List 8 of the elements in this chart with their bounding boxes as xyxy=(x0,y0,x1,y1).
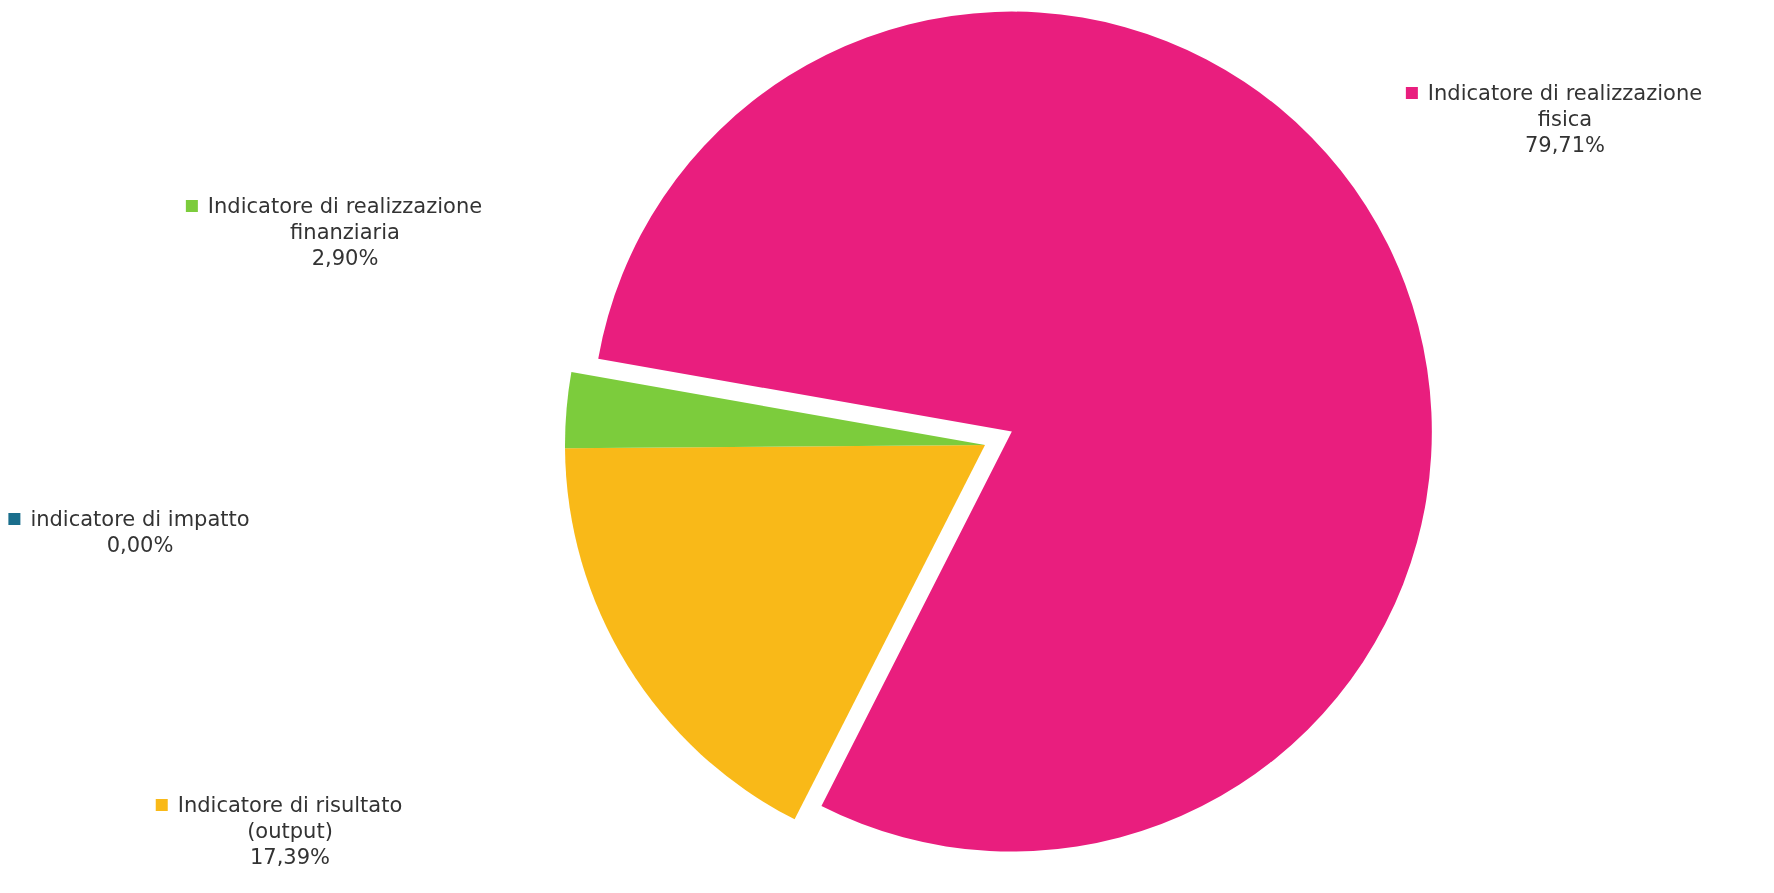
text: 0,00% xyxy=(106,533,174,557)
legend-label: Indicatore di realizzazione finanziaria xyxy=(207,194,483,244)
legend-label: indicatore di impatto xyxy=(30,507,250,531)
data-label: 17,39% xyxy=(249,845,331,869)
data-label: 2,90% xyxy=(311,246,379,270)
legend-label: Indicatore di risultato (output) xyxy=(177,793,403,843)
legend-label: Indicatore di realizzazione fisica xyxy=(1427,81,1703,131)
data-label: 79,71% xyxy=(1524,133,1606,157)
